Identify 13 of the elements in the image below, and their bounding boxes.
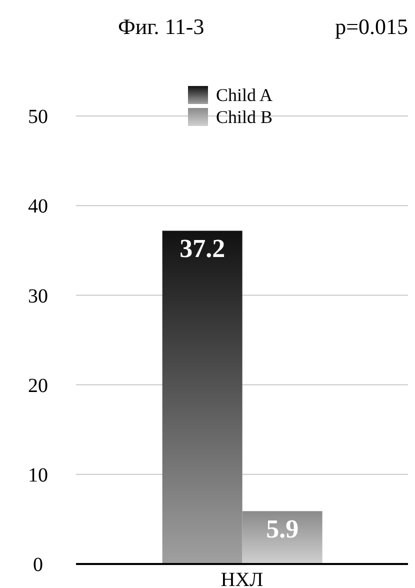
legend-label: Child A xyxy=(216,84,273,106)
data-label: 5.9 xyxy=(266,514,299,544)
x-tick-label: НХЛ xyxy=(220,569,264,588)
y-tick-label: 0 xyxy=(33,554,43,576)
y-tick-label: 20 xyxy=(28,374,48,397)
y-tick-label: 50 xyxy=(28,106,48,128)
legend-label: Child B xyxy=(216,106,273,128)
y-tick-label: 10 xyxy=(28,464,48,486)
data-label: 37.2 xyxy=(180,234,226,264)
chart-title: Фиг. 11-3 xyxy=(118,14,204,40)
y-tick-label: 40 xyxy=(28,196,48,218)
y-tick-label: 30 xyxy=(28,285,48,308)
text: p=0.015 xyxy=(335,14,408,40)
